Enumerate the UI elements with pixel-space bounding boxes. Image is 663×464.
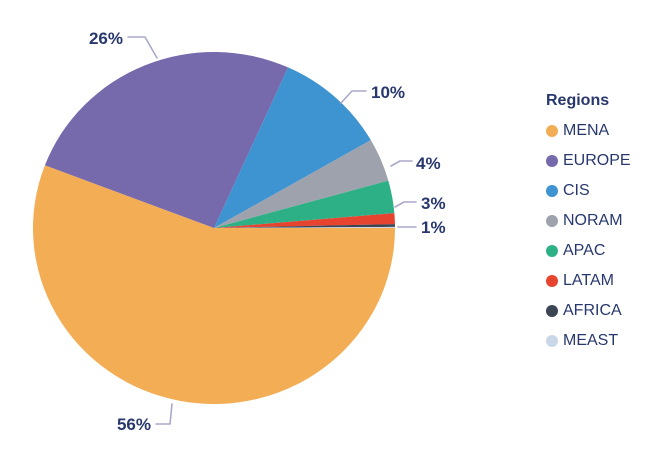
leader-line-europe	[127, 36, 158, 59]
legend-swatch-mena	[546, 125, 558, 137]
legend-swatch-latam	[546, 275, 558, 287]
legend-swatch-africa	[546, 305, 558, 317]
legend-item-africa[interactable]: AFRICA	[546, 296, 631, 326]
pie-slice-latam[interactable]	[214, 213, 395, 228]
pie-slice-meast[interactable]	[214, 226, 396, 228]
legend-item-latam[interactable]: LATAM	[546, 266, 631, 296]
leader-line-mena	[155, 403, 173, 425]
pie-slices[interactable]	[33, 52, 396, 405]
callout-labels: 26% 10% 4% 3% 1% 56%	[89, 29, 446, 434]
callout-label-europe: 26%	[89, 29, 123, 48]
legend-label-noram: NORAM	[563, 212, 623, 229]
callout-label-cis: 10%	[371, 83, 405, 102]
pie-slice-mena[interactable]	[33, 165, 395, 405]
legend-item-noram[interactable]: NORAM	[546, 206, 631, 236]
legend-item-europe[interactable]: EUROPE	[546, 146, 631, 176]
pie-slice-noram[interactable]	[214, 140, 389, 228]
legend-label-mena: MENA	[563, 122, 610, 139]
pie-slice-africa[interactable]	[214, 224, 395, 228]
pie-slice-europe[interactable]	[44, 52, 289, 228]
legend-item-meast[interactable]: MEAST	[546, 326, 631, 356]
legend-label-europe: EUROPE	[563, 152, 631, 169]
legend-label-meast: MEAST	[563, 332, 619, 349]
legend-item-mena[interactable]: MENA	[546, 116, 631, 146]
callout-label-apac: 3%	[421, 194, 446, 213]
callout-label-mena: 56%	[117, 415, 151, 434]
legend-item-apac[interactable]: APAC	[546, 236, 631, 266]
legend-label-cis: CIS	[563, 182, 590, 199]
leader-line-apac	[394, 201, 417, 208]
callout-label-noram: 4%	[416, 154, 441, 173]
legend-swatch-apac	[546, 245, 558, 257]
legend-label-africa: AFRICA	[563, 302, 622, 319]
callout-label-latam: 1%	[421, 218, 446, 237]
legend-label-apac: APAC	[563, 242, 606, 259]
legend: Regions MENA EUROPE CIS NORAM APAC LATAM…	[546, 92, 631, 356]
legend-swatch-noram	[546, 215, 558, 227]
legend-label-latam: LATAM	[563, 272, 614, 289]
pie-slice-apac[interactable]	[214, 180, 395, 228]
legend-title: Regions	[546, 92, 610, 109]
pie-slice-cis[interactable]	[214, 67, 371, 229]
leader-line-cis	[340, 90, 367, 104]
leader-line-noram	[390, 160, 413, 167]
legend-swatch-meast	[546, 335, 558, 347]
legend-item-cis[interactable]: CIS	[546, 176, 631, 206]
callout-leader-lines	[127, 36, 417, 425]
legend-swatch-cis	[546, 185, 558, 197]
legend-swatch-europe	[546, 155, 558, 167]
